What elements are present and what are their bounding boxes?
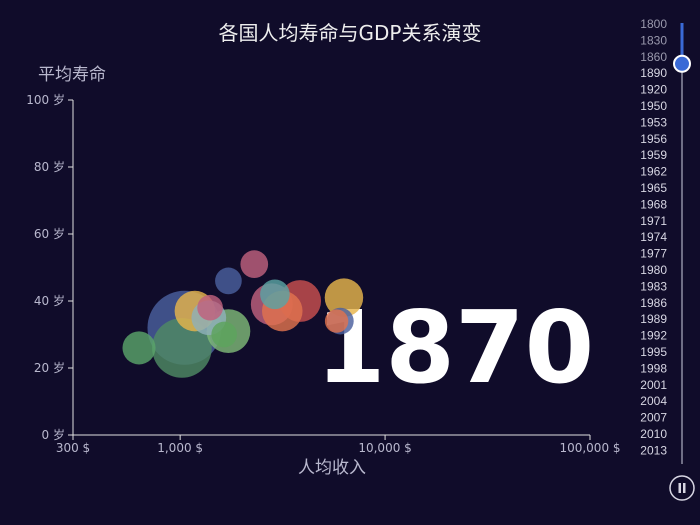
timeline-year[interactable]: 1998 xyxy=(640,361,667,375)
timeline-year[interactable]: 1965 xyxy=(640,181,667,195)
pause-button[interactable] xyxy=(669,475,695,501)
y-tick-label: 100 岁 xyxy=(26,92,65,107)
data-point[interactable] xyxy=(215,267,242,295)
timeline-year[interactable]: 2013 xyxy=(640,443,667,457)
data-points xyxy=(122,250,364,378)
timeline-year[interactable]: 1989 xyxy=(640,312,667,326)
x-tick-label: 100,000 $ xyxy=(559,441,620,455)
timeline-year[interactable]: 1968 xyxy=(640,197,667,211)
timeline-year[interactable]: 1950 xyxy=(640,99,667,113)
y-tick-label: 20 岁 xyxy=(34,360,65,375)
timeline-year[interactable]: 1890 xyxy=(640,66,667,80)
y-tick-label: 80 岁 xyxy=(34,159,65,174)
x-tick-label: 300 $ xyxy=(56,441,90,455)
data-point[interactable] xyxy=(211,321,237,348)
pause-icon-bar xyxy=(678,483,681,493)
x-axis-title: 人均收入 xyxy=(298,458,366,478)
timeline-year[interactable]: 1986 xyxy=(640,296,667,310)
timeline-year[interactable]: 1971 xyxy=(640,214,667,228)
year-watermark: 1870 xyxy=(316,289,594,406)
timeline-year[interactable]: 1995 xyxy=(640,345,667,359)
timeline-year[interactable]: 1977 xyxy=(640,247,667,261)
data-point[interactable] xyxy=(240,250,269,278)
timeline-year[interactable]: 1959 xyxy=(640,148,667,162)
data-point[interactable] xyxy=(324,278,364,317)
axes: 0 岁 20 岁 40 岁 60 岁 80 岁 100 岁 300 $ 1,000 $ 10,0… xyxy=(26,92,620,455)
timeline-year[interactable]: 2001 xyxy=(640,378,667,392)
data-point[interactable] xyxy=(260,279,290,310)
timeline-handle[interactable] xyxy=(673,54,691,73)
timeline-year[interactable]: 1962 xyxy=(640,165,667,179)
timeline-year[interactable]: 1830 xyxy=(640,33,667,47)
timeline-year[interactable]: 1860 xyxy=(640,50,667,64)
timeline-year[interactable]: 2007 xyxy=(640,411,667,425)
timeline-year[interactable]: 1983 xyxy=(640,279,667,293)
data-point[interactable] xyxy=(122,331,156,365)
chart-title: 各国人均寿命与GDP关系演变 xyxy=(219,21,482,45)
timeline-year[interactable]: 1980 xyxy=(640,263,667,277)
y-tick-label: 40 岁 xyxy=(34,293,65,308)
y-tick-label: 60 岁 xyxy=(34,226,65,241)
data-point[interactable] xyxy=(324,309,349,333)
x-tick-label: 1,000 $ xyxy=(157,441,203,455)
timeline-year[interactable]: 1800 xyxy=(640,17,667,31)
x-tick-label: 10,000 $ xyxy=(358,441,411,455)
y-axis-title: 平均寿命 xyxy=(38,65,106,85)
timeline-year[interactable]: 1974 xyxy=(640,230,667,244)
timeline-year[interactable]: 1920 xyxy=(640,83,667,97)
pause-icon xyxy=(678,483,686,493)
data-point[interactable] xyxy=(197,294,223,321)
y-tick-label: 0 岁 xyxy=(42,427,65,442)
data-point[interactable] xyxy=(152,318,212,378)
timeline-year[interactable]: 2004 xyxy=(640,394,667,408)
pause-icon-bar xyxy=(683,483,686,493)
timeline-year[interactable]: 1992 xyxy=(640,329,667,343)
timeline-year[interactable]: 1956 xyxy=(640,132,667,146)
pause-button-ring xyxy=(669,475,695,501)
timeline-year[interactable]: 2010 xyxy=(640,427,667,441)
timeline-year[interactable]: 1953 xyxy=(640,115,667,129)
timeline[interactable]: 1800 1830 1860 1890 1920 1950 1953 1956 1959 1962… xyxy=(640,17,695,501)
